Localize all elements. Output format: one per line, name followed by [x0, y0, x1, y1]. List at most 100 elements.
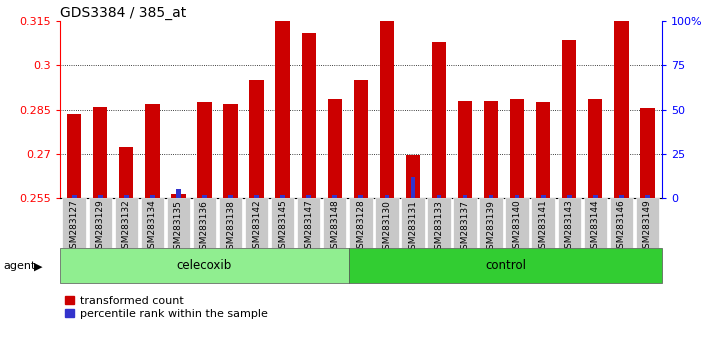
Bar	[171, 194, 186, 198]
Text: GSM283134: GSM283134	[148, 200, 157, 255]
Bar	[463, 195, 467, 198]
Bar	[176, 189, 181, 198]
Text: GSM283135: GSM283135	[174, 200, 183, 255]
Bar	[327, 99, 342, 198]
Bar	[145, 104, 160, 198]
Text: GSM283128: GSM283128	[356, 200, 365, 255]
Text: GSM283145: GSM283145	[278, 200, 287, 255]
Bar	[280, 195, 285, 198]
Text: GSM283138: GSM283138	[226, 200, 235, 255]
Bar	[489, 195, 494, 198]
FancyBboxPatch shape	[323, 198, 346, 248]
FancyBboxPatch shape	[479, 198, 503, 248]
Text: GSM283141: GSM283141	[539, 200, 548, 255]
Text: GSM283129: GSM283129	[96, 200, 105, 255]
FancyBboxPatch shape	[558, 198, 581, 248]
Bar	[536, 102, 551, 198]
Bar	[484, 101, 498, 198]
Bar	[410, 177, 415, 198]
Bar	[228, 195, 233, 198]
Bar	[275, 5, 290, 198]
FancyBboxPatch shape	[401, 198, 425, 248]
Bar	[432, 42, 446, 198]
Text: GSM283136: GSM283136	[200, 200, 209, 255]
Bar	[436, 195, 441, 198]
Bar	[72, 195, 77, 198]
FancyBboxPatch shape	[89, 198, 112, 248]
Bar	[593, 195, 598, 198]
Bar	[60, 248, 349, 283]
Bar	[406, 155, 420, 198]
FancyBboxPatch shape	[271, 198, 294, 248]
Bar	[306, 195, 311, 198]
FancyBboxPatch shape	[141, 198, 164, 248]
Bar	[223, 104, 238, 198]
Text: GSM283133: GSM283133	[434, 200, 444, 255]
FancyBboxPatch shape	[427, 198, 451, 248]
Text: ▶: ▶	[34, 261, 42, 271]
FancyBboxPatch shape	[63, 198, 86, 248]
Text: GSM283147: GSM283147	[304, 200, 313, 255]
Legend: transformed count, percentile rank within the sample: transformed count, percentile rank withi…	[65, 296, 268, 319]
Bar	[124, 195, 129, 198]
Bar	[510, 99, 524, 198]
Bar	[98, 195, 103, 198]
Text: GSM283137: GSM283137	[460, 200, 470, 255]
Bar	[567, 195, 572, 198]
FancyBboxPatch shape	[297, 198, 320, 248]
FancyBboxPatch shape	[505, 198, 529, 248]
Bar	[249, 80, 264, 198]
FancyBboxPatch shape	[375, 198, 398, 248]
Text: control: control	[485, 259, 526, 272]
FancyBboxPatch shape	[453, 198, 477, 248]
FancyBboxPatch shape	[167, 198, 190, 248]
Bar	[93, 107, 108, 198]
Bar	[515, 195, 520, 198]
Bar	[358, 195, 363, 198]
Bar	[379, 0, 394, 198]
FancyBboxPatch shape	[610, 198, 633, 248]
Bar	[119, 147, 134, 198]
Bar	[640, 108, 655, 198]
Text: GSM283149: GSM283149	[643, 200, 652, 255]
Bar	[619, 195, 624, 198]
Bar	[645, 195, 650, 198]
Text: agent: agent	[4, 261, 36, 271]
Text: GSM283148: GSM283148	[330, 200, 339, 255]
Text: GSM283140: GSM283140	[513, 200, 522, 255]
FancyBboxPatch shape	[349, 198, 372, 248]
Bar	[541, 195, 546, 198]
Bar	[301, 33, 316, 198]
Bar	[562, 40, 577, 198]
Bar	[332, 195, 337, 198]
Text: GSM283139: GSM283139	[486, 200, 496, 255]
Text: GSM283132: GSM283132	[122, 200, 131, 255]
Bar	[197, 102, 212, 198]
Text: GDS3384 / 385_at: GDS3384 / 385_at	[60, 6, 186, 20]
Bar	[202, 195, 207, 198]
FancyBboxPatch shape	[115, 198, 138, 248]
Text: GSM283127: GSM283127	[70, 200, 79, 255]
Bar	[588, 99, 603, 198]
Bar	[384, 195, 389, 198]
Bar	[254, 195, 259, 198]
Text: celecoxib: celecoxib	[177, 259, 232, 272]
FancyBboxPatch shape	[245, 198, 268, 248]
Bar	[353, 80, 368, 198]
Bar	[614, 0, 629, 198]
FancyBboxPatch shape	[636, 198, 659, 248]
Text: GSM283144: GSM283144	[591, 200, 600, 255]
Text: GSM283131: GSM283131	[408, 200, 417, 255]
Text: GSM283142: GSM283142	[252, 200, 261, 255]
Bar	[67, 114, 82, 198]
FancyBboxPatch shape	[193, 198, 216, 248]
Bar	[150, 195, 155, 198]
Bar	[458, 101, 472, 198]
Text: GSM283146: GSM283146	[617, 200, 626, 255]
FancyBboxPatch shape	[584, 198, 607, 248]
FancyBboxPatch shape	[532, 198, 555, 248]
Bar	[349, 248, 662, 283]
FancyBboxPatch shape	[219, 198, 242, 248]
Text: GSM283130: GSM283130	[382, 200, 391, 255]
Text: GSM283143: GSM283143	[565, 200, 574, 255]
